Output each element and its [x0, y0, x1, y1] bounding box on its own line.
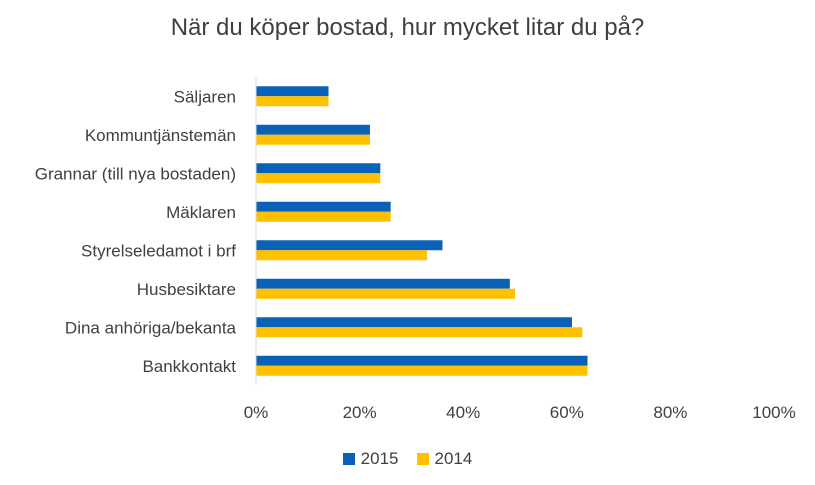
- bar-2014-3: [256, 211, 391, 222]
- category-label: Mäklaren: [166, 203, 236, 222]
- bar-2014-1: [256, 134, 370, 145]
- x-tick-label: 40%: [446, 403, 480, 422]
- legend-item-2015: 2015: [342, 449, 399, 469]
- x-tick-label: 0%: [244, 403, 269, 422]
- category-label: Grannar (till nya bostaden): [35, 164, 236, 183]
- category-label: Styrelseledamot i brf: [81, 241, 236, 260]
- legend-label-2015: 2015: [360, 449, 399, 468]
- bar-2014-0: [256, 96, 329, 107]
- bar-2014-5: [256, 288, 515, 299]
- bar-2015-3: [256, 201, 391, 212]
- bar-2015-0: [256, 86, 329, 97]
- chart-title: När du köper bostad, hur mycket litar du…: [170, 14, 645, 41]
- bar-2015-4: [256, 240, 443, 251]
- bars-group: [256, 86, 588, 376]
- x-tick-label: 60%: [550, 403, 584, 422]
- bar-2015-7: [256, 355, 588, 366]
- bar-2014-2: [256, 173, 381, 184]
- legend-swatch-2015: [342, 453, 355, 465]
- category-label: Bankkontakt: [142, 357, 236, 376]
- bar-2014-7: [256, 365, 588, 376]
- bar-2014-6: [256, 327, 583, 338]
- category-labels: Säljaren Kommuntjänstemän Grannar (till ny…: [35, 87, 237, 376]
- x-tick-label: 20%: [343, 403, 377, 422]
- bar-2015-6: [256, 317, 572, 328]
- category-label: Dina anhöriga/bekanta: [65, 318, 237, 337]
- legend: 2015 2014: [0, 449, 815, 469]
- bar-2015-5: [256, 278, 510, 289]
- x-tick-label: 80%: [653, 403, 687, 422]
- bar-2015-2: [256, 163, 381, 174]
- category-label: Kommuntjänstemän: [85, 126, 236, 145]
- category-label: Säljaren: [174, 87, 236, 106]
- x-tick-labels: 0% 20% 40% 60% 80% 100%: [244, 403, 796, 422]
- legend-swatch-2014: [416, 453, 429, 465]
- legend-label-2014: 2014: [434, 449, 473, 468]
- bar-2015-1: [256, 124, 370, 135]
- x-tick-label: 100%: [752, 403, 795, 422]
- category-label: Husbesiktare: [137, 280, 236, 299]
- bar-2014-4: [256, 250, 427, 261]
- legend-item-2014: 2014: [416, 449, 473, 469]
